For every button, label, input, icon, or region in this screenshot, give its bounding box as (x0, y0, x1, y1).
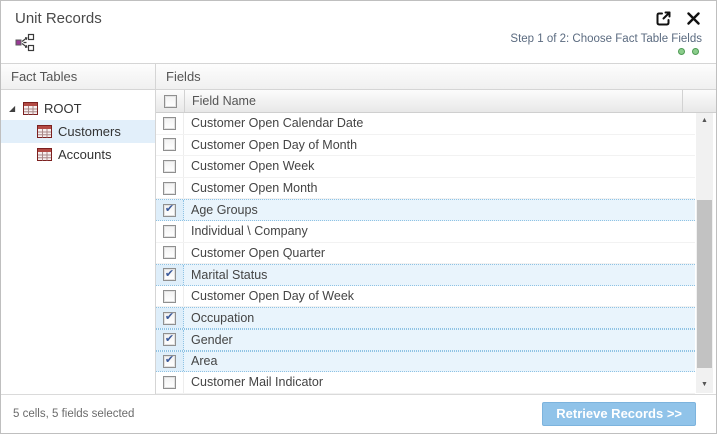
fact-tables-panel: Fact Tables ◢ ROOT (1, 64, 156, 394)
export-icon[interactable] (654, 9, 672, 27)
vertical-scrollbar[interactable]: ▲ ▼ (696, 113, 713, 393)
field-label: Occupation (191, 311, 255, 326)
field-checkbox[interactable] (163, 246, 176, 260)
field-label: Customer Open Day of Month (191, 137, 358, 152)
scroll-down-icon[interactable]: ▼ (701, 381, 708, 388)
field-label: Area (191, 354, 218, 369)
field-row[interactable]: Marital Status (156, 264, 695, 286)
field-label: Customer Open Month (191, 181, 318, 196)
fields-panel: Fields Field Name Customer Open Calendar… (156, 64, 716, 394)
status-bar: 5 cells, 5 fields selected Retrieve Reco… (1, 394, 716, 433)
field-checkbox[interactable] (163, 375, 176, 389)
column-header-field-name: Field Name (184, 90, 682, 112)
tree-node-accounts[interactable]: Accounts (1, 143, 155, 166)
field-checkbox[interactable] (163, 354, 176, 368)
field-checkbox[interactable] (163, 311, 176, 325)
field-label: Customer Open Quarter (191, 245, 326, 260)
field-row[interactable]: Gender (156, 328, 695, 351)
field-label: Customer Open Calendar Date (191, 116, 364, 131)
field-row[interactable]: Individual \ Company (156, 220, 695, 243)
field-checkbox[interactable] (163, 138, 176, 152)
field-checkbox[interactable] (163, 203, 176, 217)
selection-status-text: 5 cells, 5 fields selected (13, 408, 135, 420)
fact-tables-tree: ◢ ROOT Customers (1, 90, 155, 166)
dialog-title: Unit Records (15, 9, 102, 27)
field-checkbox[interactable] (163, 289, 176, 303)
field-checkbox[interactable] (163, 181, 176, 195)
field-label: Individual \ Company (191, 224, 308, 239)
hierarchy-icon[interactable] (15, 33, 37, 53)
tree-node-label: ROOT (44, 101, 82, 116)
step-indicator-text: Step 1 of 2: Choose Fact Table Fields (510, 33, 702, 45)
scrollbar-thumb[interactable] (697, 199, 712, 368)
column-header-spacer (682, 90, 716, 112)
field-label: Customer Mail Indicator (191, 375, 323, 390)
field-checkbox[interactable] (163, 268, 176, 282)
field-row[interactable]: Customer Open Day of Week (156, 285, 695, 308)
scroll-up-icon[interactable]: ▲ (701, 117, 708, 124)
step-dots (510, 48, 702, 55)
table-icon (37, 148, 52, 161)
expander-icon[interactable]: ◢ (9, 103, 16, 113)
step-dot (678, 48, 685, 55)
field-checkbox[interactable] (163, 224, 176, 238)
field-row[interactable]: Customer Open Quarter (156, 242, 695, 265)
tree-node-label: Accounts (58, 147, 112, 162)
tree-node-customers[interactable]: Customers (1, 120, 155, 143)
retrieve-records-button[interactable]: Retrieve Records >> (542, 402, 696, 426)
field-row[interactable]: Customer Open Month (156, 177, 695, 200)
fact-tables-header: Fact Tables (1, 64, 155, 90)
field-label: Gender (191, 332, 233, 347)
field-label: Customer Open Week (191, 159, 315, 174)
field-checkbox[interactable] (163, 333, 176, 347)
fields-rows-area: Customer Open Calendar Date Customer Ope… (156, 113, 716, 394)
field-checkbox[interactable] (163, 116, 176, 130)
table-icon (23, 102, 38, 115)
field-label: Customer Open Day of Week (191, 289, 355, 304)
title-bar: Unit Records (1, 1, 716, 31)
select-all-checkbox[interactable] (163, 94, 177, 108)
main-area: Fact Tables ◢ ROOT (1, 63, 716, 394)
table-icon (37, 125, 52, 138)
field-row[interactable]: Area (156, 350, 695, 373)
field-label: Age Groups (191, 203, 258, 218)
field-row[interactable]: Customer Open Week (156, 156, 695, 178)
step-dot (692, 48, 699, 55)
close-icon[interactable] (684, 9, 702, 27)
toolbar: Step 1 of 2: Choose Fact Table Fields (1, 31, 716, 63)
fields-rows: Customer Open Calendar Date Customer Ope… (156, 113, 695, 394)
field-row[interactable]: Customer Mail Indicator (156, 372, 695, 394)
fields-grid-header: Field Name (156, 90, 716, 113)
field-row[interactable]: Occupation (156, 307, 695, 329)
tree-node-label: Customers (58, 124, 121, 139)
field-row[interactable]: Age Groups (156, 199, 695, 221)
fields-header: Fields (156, 64, 716, 90)
field-row[interactable]: Customer Open Day of Month (156, 134, 695, 157)
field-row[interactable]: Customer Open Calendar Date (156, 113, 695, 135)
field-checkbox[interactable] (163, 159, 176, 173)
tree-node-root[interactable]: ◢ ROOT (1, 97, 155, 120)
field-label: Marital Status (191, 267, 268, 282)
